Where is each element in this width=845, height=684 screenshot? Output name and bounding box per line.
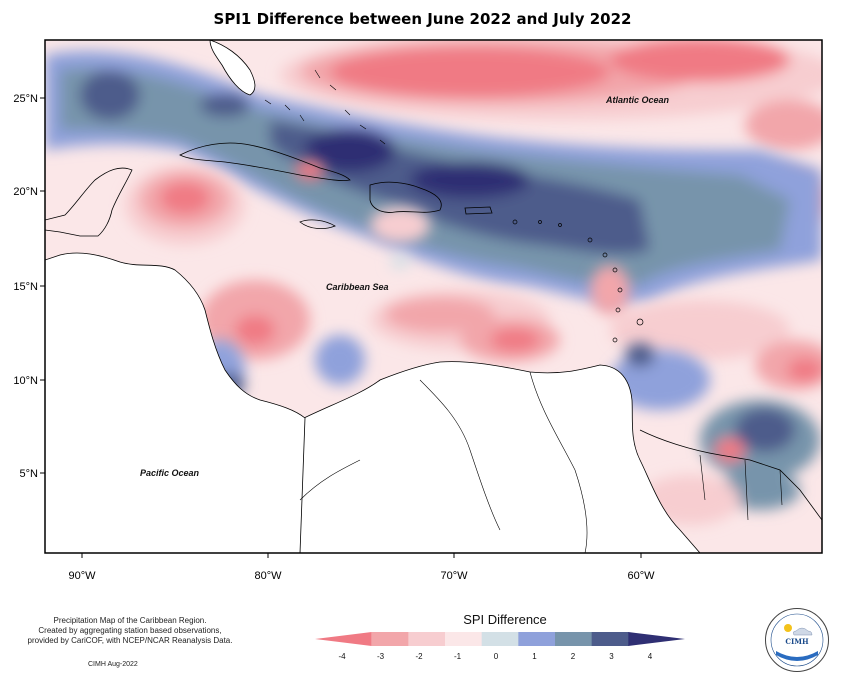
pacific-ocean-label: Pacific Ocean xyxy=(140,468,200,478)
legend-tick-label: 4 xyxy=(647,652,653,661)
legend-swatch xyxy=(591,632,629,646)
logo-text: CIMH xyxy=(785,637,809,646)
florida-land xyxy=(209,40,256,96)
legend-tick-label: 2 xyxy=(570,652,576,661)
bahamas xyxy=(264,69,386,145)
jamaica-outline xyxy=(299,219,336,230)
legend-swatch xyxy=(518,632,556,646)
credit-text: Precipitation Map of the Caribbean Regio… xyxy=(10,616,250,646)
caribbean-sea-label: Caribbean Sea xyxy=(326,282,389,292)
legend-swatch xyxy=(315,632,372,646)
lon-tick: 60°W xyxy=(627,570,655,582)
hispaniola-outline xyxy=(369,181,442,213)
lon-tick: 70°W xyxy=(440,570,468,582)
lat-tick: 15°N xyxy=(13,281,38,293)
longitude-ticks: 90°W 80°W 70°W 60°W xyxy=(68,570,655,582)
spi-field xyxy=(45,40,822,553)
lon-tick: 80°W xyxy=(254,570,282,582)
legend-colorbar xyxy=(315,632,685,646)
latitude-ticks: 25°N 20°N 15°N 10°N 5°N xyxy=(13,93,38,480)
map-title: SPI1 Difference between June 2022 and Ju… xyxy=(213,10,632,28)
legend-tick-label: 0 xyxy=(493,652,499,661)
legend-swatch xyxy=(371,632,409,646)
lesser-antilles xyxy=(512,219,644,343)
credit-line: Precipitation Map of the Caribbean Regio… xyxy=(53,616,207,625)
legend-tick-label: 1 xyxy=(532,652,537,661)
lat-tick: 5°N xyxy=(20,468,39,480)
lat-tick: 20°N xyxy=(13,186,38,198)
legend-tick-label: -4 xyxy=(338,652,346,661)
south-america-land xyxy=(299,361,701,553)
lon-tick: 90°W xyxy=(68,570,96,582)
lat-tick: 25°N xyxy=(13,93,38,105)
legend-tick-label: -1 xyxy=(453,652,462,661)
legend-swatch xyxy=(445,632,483,646)
cimh-logo: CIMH xyxy=(765,608,829,672)
legend-tick-label: -2 xyxy=(415,652,423,661)
legend-swatch xyxy=(408,632,446,646)
atlantic-ocean-label: Atlantic Ocean xyxy=(605,95,670,105)
cuba-outline xyxy=(179,142,351,181)
yucatan-land xyxy=(45,167,133,237)
legend-swatch xyxy=(555,632,593,646)
credit-line: provided by CariCOF, with NCEP/NCAR Rean… xyxy=(27,636,233,645)
central-america-land xyxy=(45,252,306,553)
lat-tick: 10°N xyxy=(13,375,38,387)
puerto-rico-outline xyxy=(464,206,493,215)
map-frame xyxy=(44,39,823,554)
legend-title: SPI Difference xyxy=(463,612,547,627)
legend-swatch xyxy=(628,632,685,646)
legend-tick-label: 3 xyxy=(609,652,614,661)
credit-line: Created by aggregating station based obs… xyxy=(38,626,222,635)
legend-tick-label: -3 xyxy=(376,652,385,661)
cimh-date: CIMH Aug-2022 xyxy=(88,661,138,668)
legend-swatch xyxy=(481,632,519,646)
